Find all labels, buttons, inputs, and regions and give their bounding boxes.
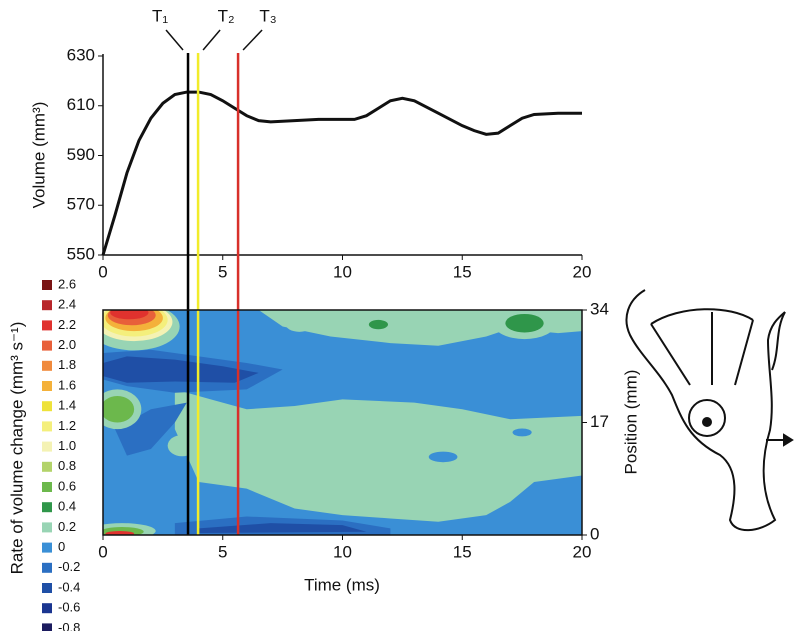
colorbar-swatch (42, 401, 52, 412)
colorbar-label: 2.0 (58, 337, 76, 352)
colorbar-label: 2.6 (58, 276, 76, 291)
colorbar-label: 1.6 (58, 377, 76, 392)
colorbar-swatch (42, 502, 52, 513)
marker-label: T₃ (259, 6, 276, 25)
marker-arrow (202, 29, 221, 51)
y-tick-label: 630 (67, 45, 95, 64)
contour-fill (368, 319, 389, 330)
y-tick-label: 570 (67, 195, 95, 214)
x-tick-label: 5 (218, 542, 227, 561)
contour-fill (428, 451, 458, 463)
contour-fill (167, 435, 197, 457)
ring (688, 399, 726, 437)
colorbar-label: 0 (58, 539, 65, 554)
x-tick-label: 0 (98, 262, 107, 281)
y-axis-label: Volume (mm³) (29, 102, 48, 209)
contour-fill (114, 402, 187, 456)
colorbar-swatch (42, 583, 52, 593)
x-tick-label: 10 (333, 542, 352, 561)
colorbar-label: 0.2 (58, 519, 76, 534)
ray (734, 319, 754, 386)
colorbar-label: -0.4 (58, 579, 80, 594)
colorbar-swatch (42, 562, 52, 573)
contour-plot (103, 310, 582, 535)
y-axis-label: Position (mm) (621, 370, 640, 475)
colorbar-label: -0.6 (58, 600, 80, 615)
x-tick-label: 10 (333, 262, 352, 281)
colorbar-label: -0.2 (58, 559, 80, 574)
marker-label: T₁ (152, 6, 168, 25)
colorbar-swatch (42, 522, 52, 533)
lobe (771, 311, 786, 371)
colorbar-swatch (42, 542, 52, 553)
y-tick-label: 550 (67, 244, 95, 263)
x-axis-label: Time (ms) (304, 575, 380, 594)
colorbar-label: 2.2 (58, 317, 76, 332)
colorbar-swatch (42, 360, 52, 371)
contour-fill (512, 428, 532, 437)
colorbar-swatch (42, 421, 52, 432)
y-tick-label: 34 (590, 299, 609, 318)
marker-label: T₂ (218, 6, 235, 25)
y-tick-label: 610 (67, 95, 95, 114)
colorbar-swatch (42, 300, 52, 311)
y-tick-label: 590 (67, 145, 95, 164)
contour-fill (103, 356, 259, 383)
colorbar-swatch (42, 340, 52, 351)
colorbar-label: 0.6 (58, 478, 76, 493)
colorbar-label: 1.4 (58, 398, 76, 413)
y-tick-label: 0 (590, 524, 599, 543)
colorbar-label: Rate of volume change (mm³ s⁻¹) (7, 322, 26, 575)
colorbar-label: 0.4 (58, 499, 76, 514)
colorbar-label: 0.8 (58, 458, 76, 473)
x-tick-label: 0 (98, 542, 107, 561)
contour-fill (505, 313, 544, 333)
colorbar-swatch (42, 603, 52, 614)
colorbar-swatch (42, 623, 52, 631)
colorbar-label: -0.8 (58, 620, 80, 631)
schematic (625, 289, 794, 532)
marker-arrow (165, 29, 184, 51)
arrow-head (783, 433, 794, 447)
ray (650, 323, 691, 386)
x-tick-label: 20 (573, 542, 592, 561)
colorbar-swatch (42, 280, 52, 290)
colorbar-swatch (42, 461, 52, 472)
x-tick-label: 5 (218, 262, 227, 281)
x-tick-label: 15 (453, 542, 472, 561)
marker-arrow (242, 29, 263, 51)
contour-fill (285, 314, 314, 332)
colorbar-swatch (42, 381, 52, 391)
colorbar-label: 2.4 (58, 297, 76, 312)
contour-fill (103, 396, 135, 423)
y-tick-label: 17 (590, 412, 609, 431)
x-tick-label: 20 (573, 262, 592, 281)
contour-fill (198, 523, 367, 534)
arc (650, 308, 754, 325)
colorbar-swatch (42, 441, 52, 452)
colorbar-swatch (42, 320, 52, 331)
dot (702, 417, 712, 427)
contour-fill (110, 310, 149, 320)
x-tick-label: 15 (453, 262, 472, 281)
line (101, 90, 582, 256)
colorbar: 2.6 2.4 2.2 2.0 1.8 1.6 1.4 1.2 1.0 0.8 0.6 0.4 0.2 0… (42, 276, 80, 631)
contour-fill (105, 531, 135, 535)
colorbar-swatch (42, 482, 52, 492)
contour-fill (174, 389, 582, 522)
outline (625, 289, 786, 532)
colorbar-label: 1.2 (58, 418, 76, 433)
colorbar-label: 1.8 (58, 357, 76, 372)
colorbar-label: 1.0 (58, 438, 76, 453)
